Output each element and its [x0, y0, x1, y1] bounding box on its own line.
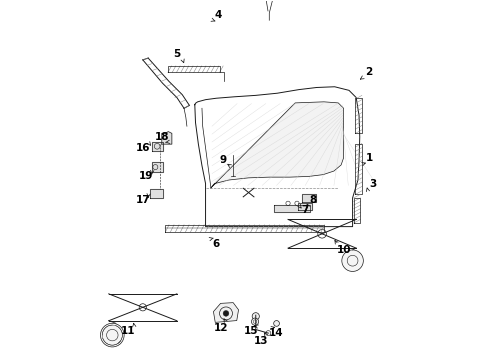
Text: 12: 12 [213, 323, 228, 333]
Text: 16: 16 [136, 143, 150, 153]
Text: 19: 19 [139, 171, 153, 181]
Circle shape [274, 320, 279, 326]
Text: 9: 9 [220, 155, 227, 165]
Circle shape [318, 229, 326, 238]
Polygon shape [212, 103, 343, 185]
Text: 10: 10 [336, 245, 351, 255]
Text: 18: 18 [155, 132, 170, 142]
Circle shape [223, 311, 229, 316]
Text: 8: 8 [310, 195, 317, 205]
Text: 14: 14 [269, 328, 284, 338]
Circle shape [139, 304, 147, 311]
Text: 13: 13 [254, 336, 269, 346]
Polygon shape [150, 189, 163, 198]
Polygon shape [274, 205, 310, 212]
Circle shape [100, 323, 124, 347]
Circle shape [266, 330, 271, 336]
Polygon shape [298, 203, 312, 211]
Polygon shape [152, 141, 163, 150]
Polygon shape [152, 162, 163, 172]
Text: 2: 2 [365, 67, 372, 77]
Polygon shape [214, 303, 239, 322]
Polygon shape [162, 132, 172, 144]
Text: 1: 1 [366, 153, 373, 163]
Polygon shape [302, 194, 316, 202]
Text: 17: 17 [135, 195, 150, 205]
Circle shape [342, 250, 364, 271]
Text: 3: 3 [369, 179, 377, 189]
Text: 15: 15 [244, 326, 259, 336]
Circle shape [251, 318, 259, 325]
Text: 11: 11 [121, 326, 136, 336]
Text: 5: 5 [173, 49, 180, 59]
Text: 4: 4 [215, 10, 222, 20]
Text: 7: 7 [301, 206, 309, 216]
Text: 6: 6 [213, 239, 220, 249]
Circle shape [252, 313, 259, 320]
